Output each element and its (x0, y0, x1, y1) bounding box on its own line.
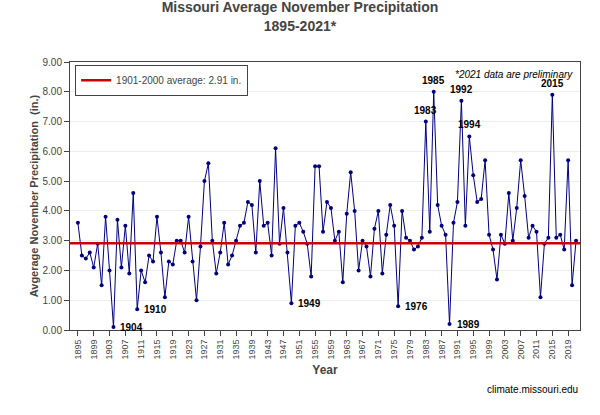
svg-text:1943: 1943 (263, 340, 273, 360)
svg-text:1951: 1951 (294, 340, 304, 360)
svg-text:8.00: 8.00 (43, 86, 63, 97)
svg-text:1999: 1999 (484, 340, 494, 360)
svg-text:7.00: 7.00 (43, 116, 63, 127)
svg-text:2011: 2011 (531, 340, 541, 359)
svg-text:1995: 1995 (468, 340, 478, 360)
svg-text:2007: 2007 (516, 340, 526, 360)
svg-text:1939: 1939 (247, 340, 257, 360)
svg-text:2015: 2015 (541, 78, 564, 89)
svg-text:1955: 1955 (310, 340, 320, 360)
svg-text:1979: 1979 (405, 340, 415, 360)
svg-text:1971: 1971 (373, 340, 383, 360)
svg-text:1911: 1911 (136, 340, 146, 359)
svg-text:1903: 1903 (104, 340, 114, 360)
svg-text:6.00: 6.00 (43, 146, 63, 157)
svg-text:1931: 1931 (215, 340, 225, 360)
svg-text:1975: 1975 (389, 340, 399, 360)
svg-text:*2021 data are preliminary: *2021 data are preliminary (455, 69, 573, 80)
svg-text:1907: 1907 (120, 340, 130, 360)
svg-text:1967: 1967 (357, 340, 367, 360)
svg-text:Avgerage November Precipitatio: Avgerage November Precipitation (in.) (28, 94, 40, 297)
svg-text:2.00: 2.00 (43, 265, 63, 276)
svg-text:2003: 2003 (500, 340, 510, 360)
svg-text:1.00: 1.00 (43, 295, 63, 306)
svg-text:1895: 1895 (73, 340, 83, 360)
svg-text:9.00: 9.00 (43, 57, 63, 68)
svg-text:1983: 1983 (421, 340, 431, 360)
svg-text:Year: Year (312, 363, 338, 377)
svg-text:1949: 1949 (298, 298, 321, 309)
svg-text:1989: 1989 (457, 319, 480, 330)
svg-text:1976: 1976 (405, 301, 428, 312)
svg-text:1983: 1983 (414, 105, 437, 116)
svg-text:1910: 1910 (144, 304, 167, 315)
svg-text:1959: 1959 (326, 340, 336, 360)
svg-text:climate.missouri.edu: climate.missouri.edu (487, 384, 578, 395)
svg-text:1919: 1919 (168, 340, 178, 360)
svg-text:2015: 2015 (547, 340, 557, 360)
svg-text:1985: 1985 (422, 75, 445, 86)
svg-text:1935: 1935 (231, 340, 241, 360)
svg-text:1994: 1994 (458, 119, 481, 130)
svg-text:1904: 1904 (120, 322, 143, 333)
svg-text:2019: 2019 (563, 340, 573, 360)
svg-text:3.00: 3.00 (43, 235, 63, 246)
svg-text:1987: 1987 (437, 340, 447, 360)
svg-text:1901-2000 average: 2.91 in.: 1901-2000 average: 2.91 in. (116, 75, 241, 86)
svg-text:1915: 1915 (152, 340, 162, 360)
svg-text:1923: 1923 (184, 340, 194, 360)
svg-text:1991: 1991 (452, 340, 462, 360)
svg-text:1947: 1947 (278, 340, 288, 360)
svg-text:1927: 1927 (199, 340, 209, 360)
svg-text:4.00: 4.00 (43, 205, 63, 216)
svg-text:0.00: 0.00 (43, 325, 63, 336)
svg-text:Missouri Average November Prec: Missouri Average November Precipitation1… (162, 0, 439, 34)
svg-text:1992: 1992 (450, 84, 473, 95)
svg-text:1963: 1963 (342, 340, 352, 360)
svg-text:1899: 1899 (89, 340, 99, 360)
svg-text:5.00: 5.00 (43, 176, 63, 187)
